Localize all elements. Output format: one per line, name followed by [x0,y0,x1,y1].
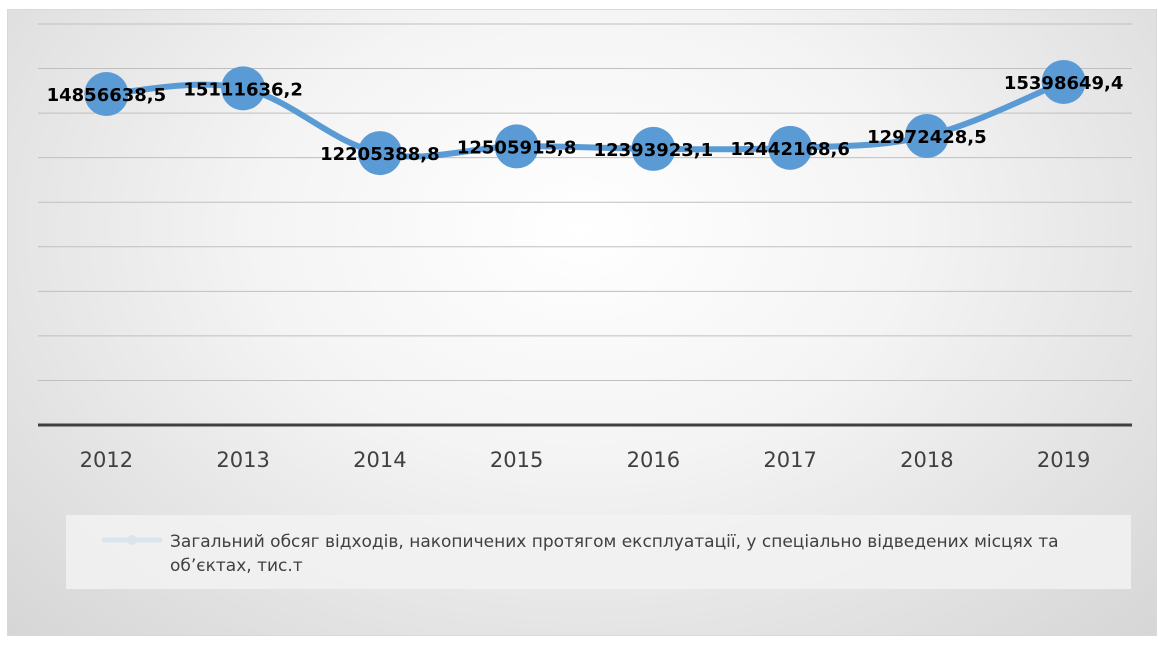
data-label: 15111636,2 [183,79,303,100]
data-point [84,72,129,117]
data-label: 12205388,8 [320,144,440,165]
x-tick-label: 2017 [763,448,816,472]
x-tick-label: 2013 [216,448,269,472]
data-point [357,131,402,176]
data-point [904,114,949,159]
data-label: 14856638,5 [47,85,167,106]
data-label: 12442168,6 [730,139,850,160]
x-tick-label: 2014 [353,448,406,472]
data-labels: 14856638,5 15111636,2 12205388,8 12505915,8… [47,73,1124,165]
data-point [494,124,539,169]
legend [66,515,1131,589]
legend-series-name: Загальний обсяг відходів, накопичених пр… [170,532,1059,576]
x-tick-label: 2015 [490,448,543,472]
x-tick-label: 2019 [1037,448,1090,472]
gridlines [38,23,1132,381]
x-tick-label: 2012 [80,448,133,472]
x-tick-labels: 2012 2013 2014 2015 2016 2017 2018 2019 [80,448,1091,472]
data-point [1041,59,1086,104]
x-tick-label: 2016 [627,448,680,472]
data-label: 12972428,5 [867,127,987,148]
data-point [768,125,813,170]
data-label: 12393923,1 [594,140,714,161]
data-point [221,66,266,111]
data-label: 12505915,8 [457,137,577,158]
data-points [84,59,1086,176]
data-label: 15398649,4 [1004,73,1124,94]
x-tick-label: 2018 [900,448,953,472]
data-point [631,126,676,171]
